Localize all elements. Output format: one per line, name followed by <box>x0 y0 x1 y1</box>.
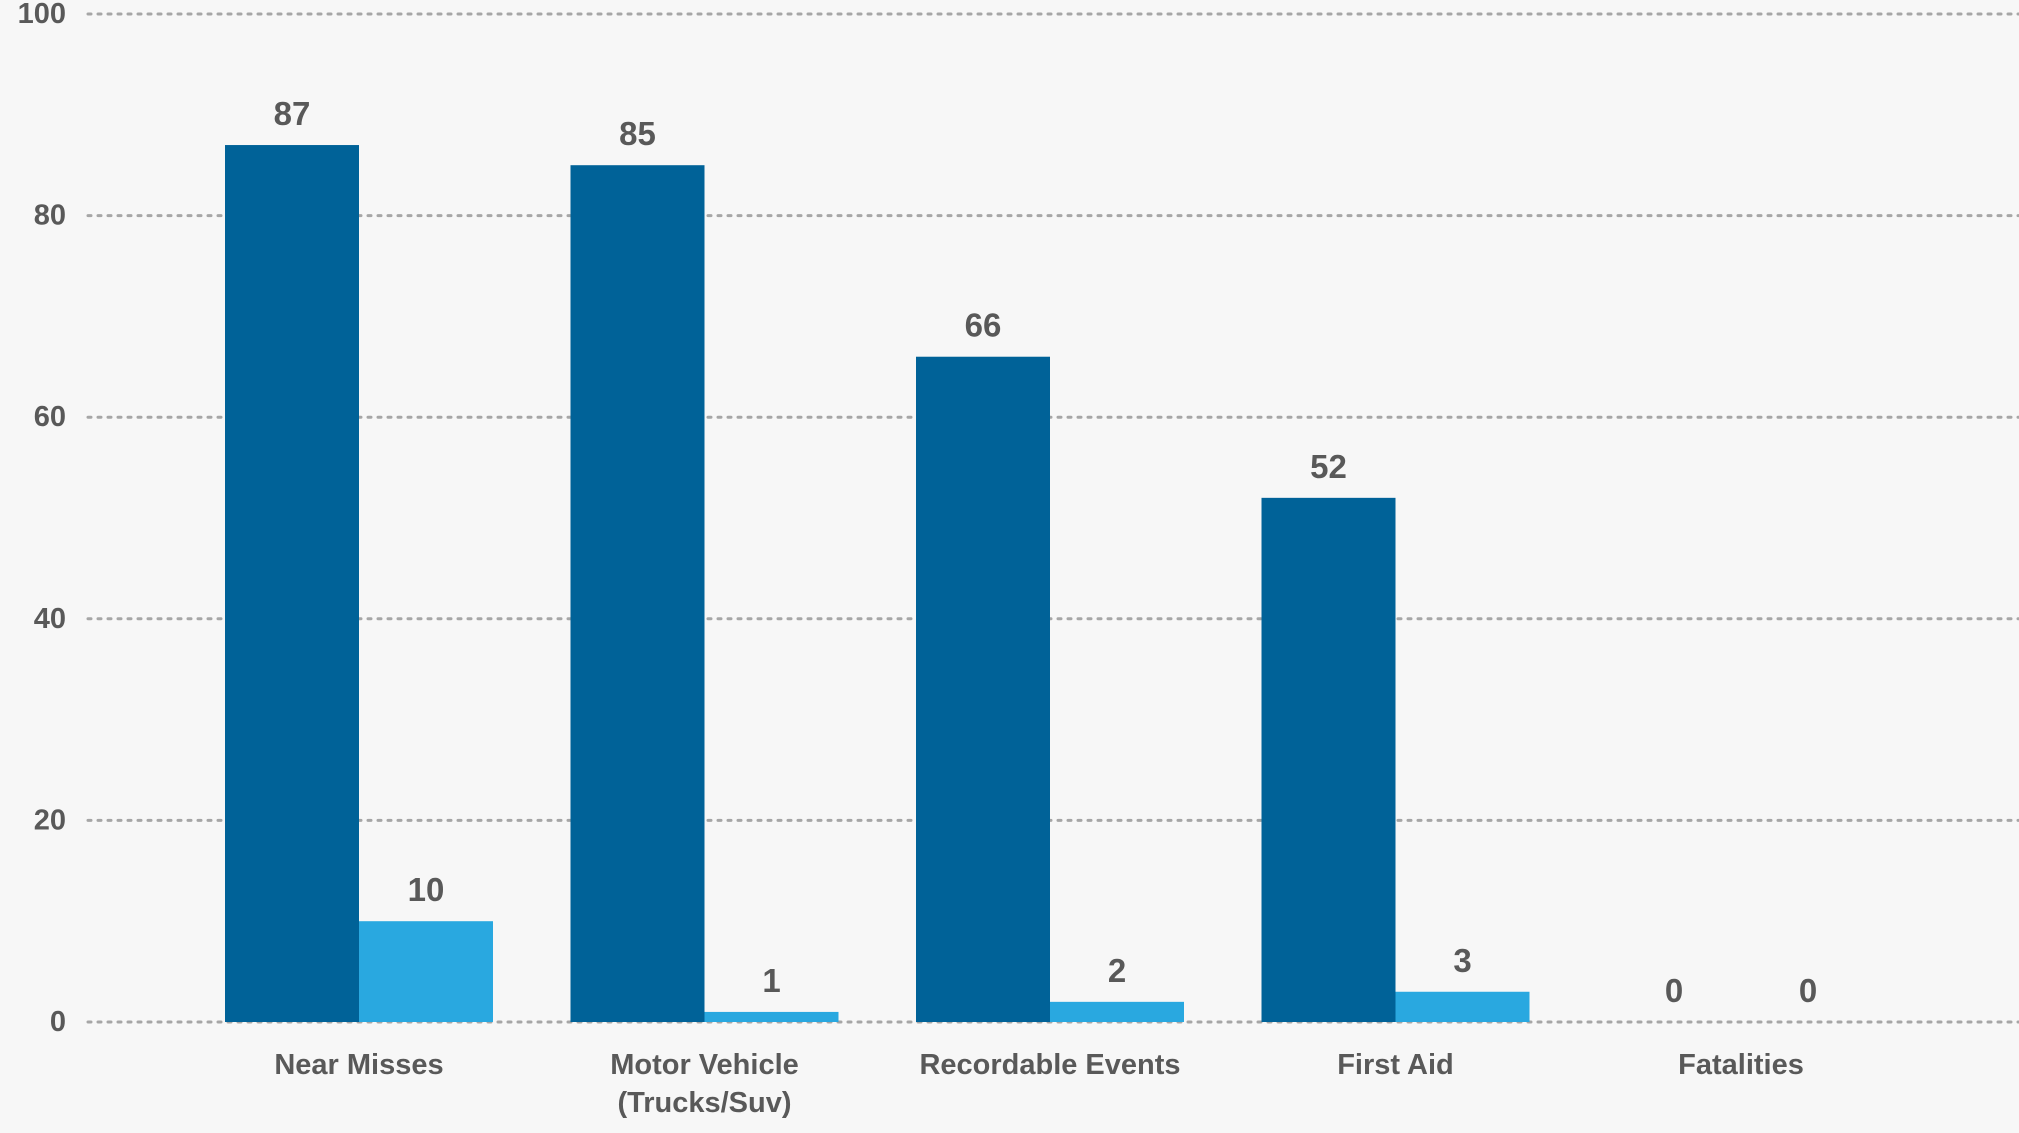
x-tick-label: Recordable Events <box>919 1049 1180 1081</box>
bar <box>1050 1001 1184 1022</box>
gridlines <box>86 12 2019 1024</box>
data-label: 3 <box>1453 942 1471 979</box>
y-tick-label: 40 <box>34 603 66 635</box>
data-label: 66 <box>965 307 1002 344</box>
x-axis-categories: Near Misses Motor Vehicle (Trucks/Suv) Reco… <box>274 1049 1804 1119</box>
bar <box>225 145 359 1023</box>
data-label: 1 <box>762 962 780 999</box>
data-label: 52 <box>1310 448 1347 485</box>
data-label: 2 <box>1108 952 1126 989</box>
bars <box>225 145 1530 1023</box>
data-label: 0 <box>1665 972 1683 1009</box>
bar <box>1261 497 1396 1023</box>
y-tick-label: 60 <box>34 401 66 433</box>
data-label: 87 <box>274 95 311 132</box>
data-labels: 87 10 85 1 66 2 52 3 0 0 <box>274 95 1818 1009</box>
bar <box>1395 991 1530 1022</box>
y-tick-label: 80 <box>34 200 66 232</box>
x-tick-label: Motor Vehicle (Trucks/Suv) <box>610 1049 799 1119</box>
bar <box>359 921 493 1022</box>
data-label: 10 <box>408 871 445 908</box>
bar <box>570 165 705 1022</box>
bar <box>916 356 1050 1023</box>
x-tick-label: Fatalities <box>1678 1049 1804 1081</box>
x-tick-label: First Aid <box>1337 1049 1454 1081</box>
data-label: 85 <box>619 115 656 152</box>
bar <box>704 1011 839 1022</box>
data-label: 0 <box>1799 972 1817 1009</box>
y-tick-label: 100 <box>18 0 66 30</box>
y-tick-label: 20 <box>34 804 66 836</box>
x-tick-label: Near Misses <box>274 1049 443 1081</box>
y-tick-label: 0 <box>50 1006 66 1038</box>
y-axis-ticks: 0 20 40 60 80 100 <box>18 0 66 1038</box>
